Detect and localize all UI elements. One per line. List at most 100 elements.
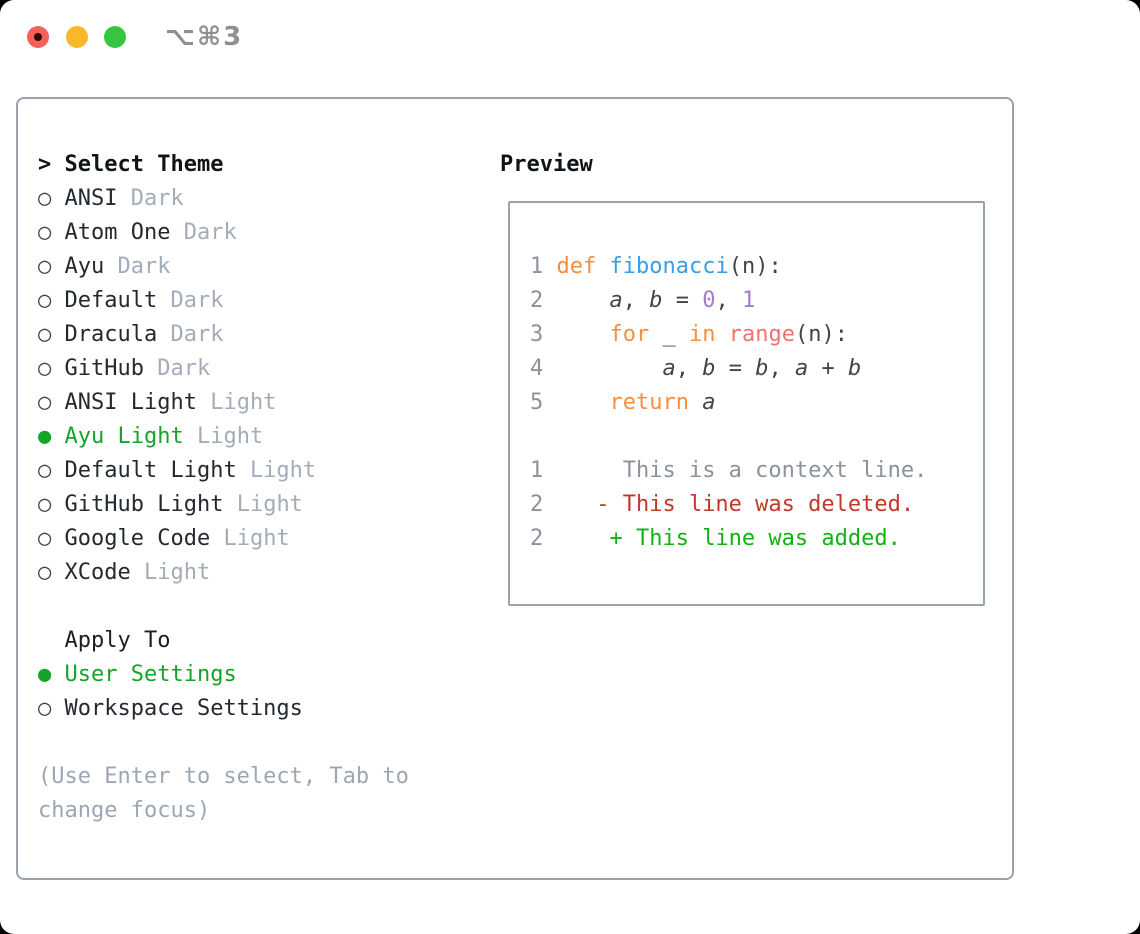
theme-option-dracula[interactable]: ○ Dracula Dark — [38, 318, 409, 352]
token-plain: + — [808, 356, 848, 381]
theme-variant-label: Dark — [130, 186, 184, 211]
token-plain: , — [675, 356, 703, 381]
token-ln: 5 — [530, 390, 557, 415]
help-text-line-1: (Use Enter to select, Tab to — [38, 764, 409, 789]
theme-option-github[interactable]: ○ GitHub Dark — [38, 352, 409, 386]
token-const: 0 — [702, 288, 716, 313]
radio-selected-icon: ● — [38, 662, 52, 687]
theme-option-default-light[interactable]: ○ Default Light Light — [38, 454, 409, 488]
spacer — [38, 590, 409, 624]
radio-icon: ○ — [38, 220, 52, 245]
focus-prompt-icon: > — [38, 152, 52, 177]
radio-icon: ○ — [38, 288, 52, 313]
token-plain: (n): — [728, 254, 782, 279]
minimize-traffic-light-icon[interactable] — [66, 26, 88, 48]
code-line-4: 4 a, b = b, a + b — [530, 352, 927, 386]
radio-icon: ○ — [38, 390, 52, 415]
theme-option-github-light[interactable]: ○ GitHub Light Light — [38, 488, 409, 522]
titlebar: ⌥⌘3 — [0, 0, 1140, 70]
token-ln: 4 — [530, 356, 557, 381]
code-line-7: 1 This is a context line. — [530, 454, 927, 488]
theme-label: GitHub Light — [64, 492, 224, 517]
help-text-line-2: change focus) — [38, 798, 211, 823]
radio-icon: ○ — [38, 526, 52, 551]
spacer — [38, 726, 409, 760]
radio-icon: ○ — [38, 492, 52, 517]
radio-icon: ○ — [38, 322, 52, 347]
theme-option-ansi-light[interactable]: ○ ANSI Light Light — [38, 386, 409, 420]
theme-variant-label: Light — [210, 390, 277, 415]
apply-to-list: ● User Settings ○ Workspace Settings — [38, 658, 409, 726]
theme-variant-label: Light — [223, 526, 290, 551]
token-plain — [689, 390, 702, 415]
zoom-traffic-light-icon[interactable] — [104, 26, 126, 48]
token-ctx: This is a context line. — [543, 458, 928, 483]
theme-label: XCode — [64, 560, 131, 585]
token-plain: = — [715, 356, 756, 381]
token-plain — [596, 254, 609, 279]
token-ln: 2 — [530, 492, 544, 517]
theme-label: Default Light — [64, 458, 237, 483]
theme-list: ○ ANSI Dark ○ Atom One Dark ○ Ayu Dark ○ De… — [38, 182, 409, 590]
apply-to-header: Apply To — [38, 624, 409, 658]
theme-option-google-code[interactable]: ○ Google Code Light — [38, 522, 409, 556]
theme-variant-label: Light — [196, 424, 264, 449]
theme-option-ansi[interactable]: ○ ANSI Dark — [38, 182, 409, 216]
close-traffic-light-icon[interactable] — [27, 26, 49, 48]
code-line-2: 2 a, b = 0, 1 — [530, 284, 927, 318]
theme-variant-label: Dark — [170, 322, 224, 347]
token-kw: def — [556, 254, 597, 279]
theme-variant-label: Dark — [170, 288, 224, 313]
token-const: 1 — [741, 288, 756, 313]
token-plain: = — [662, 288, 703, 313]
token-plain — [557, 356, 663, 381]
token-plain: _ — [649, 322, 689, 347]
apply-option-workspace-settings[interactable]: ○ Workspace Settings — [38, 692, 409, 726]
code-line-1: 1 def fibonacci(n): — [530, 250, 927, 284]
token-plain: , — [715, 288, 742, 313]
theme-variant-label: Light — [249, 458, 317, 483]
token-plain — [557, 390, 610, 415]
token-var: a — [609, 288, 623, 313]
radio-icon: ○ — [38, 560, 52, 585]
theme-label: ANSI — [64, 186, 118, 211]
theme-option-xcode[interactable]: ○ XCode Light — [38, 556, 409, 590]
select-theme-header-label: Select Theme — [64, 152, 224, 177]
radio-icon: ○ — [38, 696, 52, 721]
preview-header: Preview — [500, 152, 593, 177]
token-plain: , — [768, 356, 795, 381]
code-line-9: 2 + This line was added. — [530, 522, 927, 556]
token-plain: (n): — [794, 322, 848, 347]
code-line-3: 3 for _ in range(n): — [530, 318, 927, 352]
code-line-5: 5 return a — [530, 386, 927, 420]
code-line-6 — [530, 420, 927, 454]
token-del: - This line was deleted. — [543, 492, 915, 517]
theme-variant-label: Dark — [117, 254, 171, 279]
token-plain: , — [622, 288, 650, 313]
token-kw: in — [688, 322, 716, 347]
theme-option-ayu[interactable]: ○ Ayu Dark — [38, 250, 409, 284]
theme-option-atom-one[interactable]: ○ Atom One Dark — [38, 216, 409, 250]
token-var: a — [702, 390, 716, 415]
theme-picker-panel: > Select Theme ○ ANSI Dark ○ Atom One Dar… — [16, 97, 1014, 880]
theme-variant-label: Light — [143, 560, 211, 585]
theme-label: ANSI Light — [64, 390, 197, 415]
token-kw: return — [609, 390, 689, 415]
radio-icon: ○ — [38, 458, 52, 483]
apply-option-user-settings[interactable]: ● User Settings — [38, 658, 409, 692]
token-var: b — [755, 356, 769, 381]
radio-selected-icon: ● — [38, 424, 52, 449]
token-var: b — [702, 356, 716, 381]
token-var: b — [847, 356, 862, 381]
token-var: a — [794, 356, 809, 381]
token-fn: fibonacci — [609, 254, 729, 279]
theme-option-default[interactable]: ○ Default Dark — [38, 284, 409, 318]
token-kw: for — [609, 322, 650, 347]
theme-list-column: > Select Theme ○ ANSI Dark ○ Atom One Dar… — [38, 148, 409, 828]
token-ln: 2 — [530, 288, 557, 313]
theme-label: Dracula — [64, 322, 158, 347]
apply-to-header-label: Apply To — [64, 628, 171, 653]
theme-option-ayu-light[interactable]: ● Ayu Light Light — [38, 420, 409, 454]
